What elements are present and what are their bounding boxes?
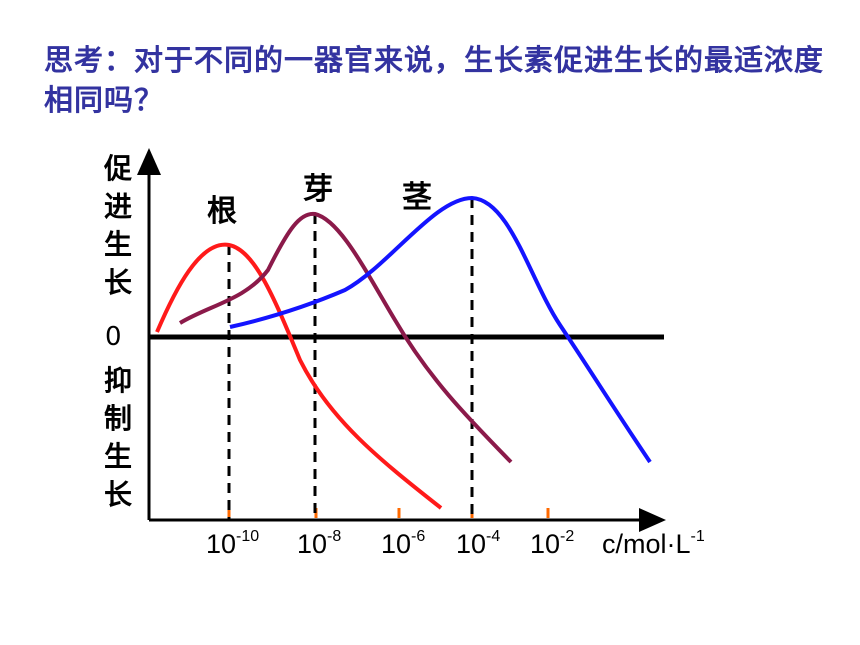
x-tick-label: 10-6 bbox=[381, 528, 426, 559]
series-label-root: 根 bbox=[207, 194, 237, 229]
y-label-promote-char: 进 bbox=[103, 190, 132, 223]
series-label-stem: 茎 bbox=[402, 180, 432, 215]
x-tick-label: 10-4 bbox=[456, 528, 501, 559]
x-tick-label: 10-10 bbox=[206, 528, 260, 559]
y-label-inhibit-char: 制 bbox=[103, 402, 132, 435]
y-label-promote-char: 生 bbox=[103, 228, 132, 261]
series-line-stem bbox=[229, 195, 652, 464]
series-label-bud: 芽 bbox=[303, 172, 333, 207]
y-label-promote: 促进生长 bbox=[98, 150, 138, 302]
tick-markers bbox=[227, 508, 550, 518]
y-label-inhibit-char: 抑 bbox=[103, 364, 132, 397]
x-tick-label: 10-2 bbox=[530, 528, 575, 559]
x-tick-label: 10-8 bbox=[297, 528, 342, 559]
series-line-bud bbox=[178, 211, 513, 464]
y-label-promote-char: 长 bbox=[103, 266, 132, 299]
y-label-inhibit-char: 长 bbox=[103, 478, 132, 511]
zero-label: 0 bbox=[105, 322, 122, 352]
y-label-inhibit-char: 生 bbox=[103, 440, 132, 473]
x-axis-unit: c/mol·L-1 bbox=[602, 528, 705, 559]
y-label-promote-char: 促 bbox=[103, 152, 132, 185]
series-line-root bbox=[155, 242, 443, 510]
question-text: 思考：对于不同的一器官来说，生长素促进生长的最适浓度相同吗？ bbox=[44, 43, 825, 117]
y-label-inhibit: 抑制生长 bbox=[98, 362, 138, 514]
